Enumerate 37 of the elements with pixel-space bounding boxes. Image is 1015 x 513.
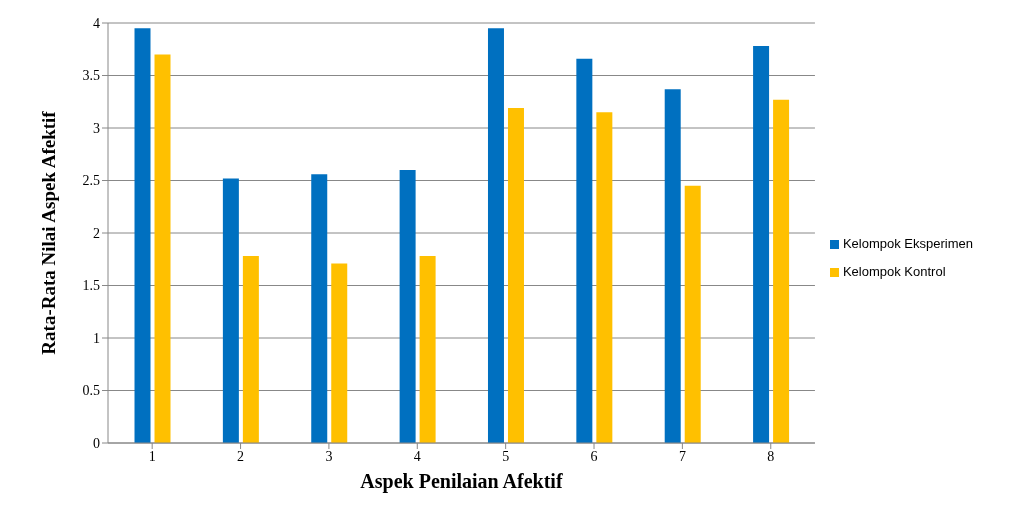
bar <box>507 108 524 443</box>
x-tick-label: 6 <box>590 448 598 464</box>
bar <box>684 185 701 443</box>
legend-label: Kelompok Kontrol <box>842 264 946 279</box>
y-tick-label: 3 <box>93 120 100 136</box>
bar <box>773 99 790 443</box>
bar <box>134 28 151 443</box>
y-tick-label: 4 <box>93 15 100 31</box>
y-tick-label: 3.5 <box>82 68 100 84</box>
x-axis-title: Aspek Penilaian Afektif <box>360 470 563 493</box>
y-tick-label: 1 <box>93 330 100 346</box>
bar <box>576 58 593 443</box>
y-tick-label: 2 <box>93 225 100 241</box>
x-tick-label: 3 <box>325 448 333 464</box>
bar <box>487 28 504 443</box>
bar <box>242 256 259 443</box>
bar <box>399 170 416 443</box>
y-tick-label: 0.5 <box>82 383 100 399</box>
bar <box>419 256 436 443</box>
bar <box>331 263 348 443</box>
y-tick-label: 1.5 <box>82 278 100 294</box>
x-tick-label: 1 <box>148 448 156 464</box>
x-tick-label: 7 <box>678 448 686 464</box>
bar <box>311 174 328 443</box>
bar <box>154 54 171 443</box>
bar <box>753 46 770 443</box>
bar <box>596 112 613 443</box>
x-tick-label: 2 <box>237 448 245 464</box>
y-tick-label: 0 <box>93 435 100 451</box>
y-tick-label: 2.5 <box>82 173 100 189</box>
bar <box>664 89 681 443</box>
x-tick-label: 5 <box>502 448 510 464</box>
bar <box>222 178 239 443</box>
legend-label: Kelompok Eksperimen <box>842 236 973 251</box>
x-tick-label: 8 <box>767 448 775 464</box>
x-tick-label: 4 <box>413 448 421 464</box>
y-axis-title: Rata-Rata Nilai Aspek Afektif <box>37 110 59 355</box>
